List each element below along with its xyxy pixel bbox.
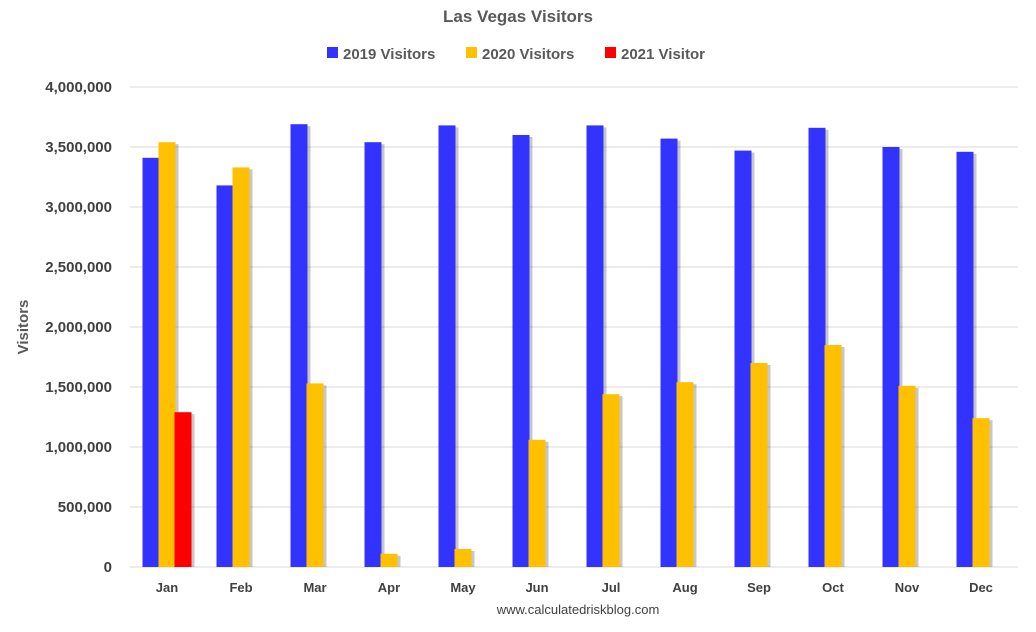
x-tick-label: Jun [525,580,548,595]
y-tick-label: 2,500,000 [45,259,112,276]
source-credit: www.calculatedriskblog.com [496,602,660,617]
bar-2020-visitors-nov [898,385,916,567]
bar-2020-visitors-mar [306,383,324,567]
legend-label: 2019 Visitors [343,46,435,63]
bars [142,124,993,568]
bar-2020-visitors-jun [528,439,546,567]
legend-swatch [605,47,616,58]
y-tick-label: 3,500,000 [45,139,112,156]
x-tick-label: Jan [156,580,178,595]
y-tick-label: 1,500,000 [45,379,112,396]
legend-swatch [466,47,477,58]
x-tick-label: May [450,580,476,595]
chart-title: Las Vegas Visitors [443,7,593,26]
bar-2019-visitors-dec [956,151,974,568]
legend-swatch [327,47,338,58]
y-tick-label: 4,000,000 [45,79,112,96]
y-tick-label: 1,000,000 [45,439,112,456]
legend-label: 2021 Visitor [621,46,705,63]
x-tick-label: Apr [378,580,400,595]
x-tick-label: Feb [229,580,252,595]
legend-label: 2020 Visitors [482,46,574,63]
bar-2020-visitors-oct [824,345,842,567]
x-tick-label: Nov [895,580,920,595]
bar-2019-visitors-apr [364,142,382,567]
bar-2019-visitors-jan [142,157,160,568]
bar-2019-visitors-feb [216,185,234,567]
bar-2019-visitors-jun [512,135,530,567]
bar-2019-visitors-sep [734,150,752,567]
y-axis-title: Visitors [15,300,32,355]
bar-2020-visitors-aug [676,382,694,567]
bar-2019-visitors-nov [882,147,900,567]
bar-2019-visitors-aug [660,138,678,567]
y-tick-label: 500,000 [58,499,112,516]
y-axis-ticks: 0 500,000 1,000,000 1,500,000 2,000,000 2,500… [45,79,112,576]
bar-2020-visitors-jan [158,142,176,567]
bar-2019-visitors-mar [290,124,308,567]
x-axis-ticks: Jan Feb Mar Apr May Jun Jul Aug Sep Oct Nov Dec [156,580,993,595]
bar-2020-visitors-apr [380,553,398,567]
x-tick-label: Sep [747,580,771,595]
bar-2021-visitor-jan [174,412,192,567]
x-tick-label: Dec [969,580,993,595]
bar-2020-visitors-may [454,549,472,567]
bar-2019-visitors-may [438,125,456,568]
x-tick-label: Oct [822,580,844,595]
x-tick-label: Jul [602,580,621,595]
y-tick-label: 2,000,000 [45,319,112,336]
x-tick-label: Aug [672,580,697,595]
y-tick-label: 0 [104,559,112,576]
legend: 2019 Visitors 2020 Visitors 2021 Visitor [327,46,705,63]
bar-2019-visitors-jul [586,125,604,568]
bar-2019-visitors-oct [808,127,826,568]
bar-2020-visitors-sep [750,363,768,567]
gridlines [130,86,1018,568]
x-tick-label: Mar [303,580,326,595]
y-tick-label: 3,000,000 [45,199,112,216]
bar-2020-visitors-jul [602,394,620,567]
bar-2020-visitors-feb [232,167,250,567]
bar-2020-visitors-dec [972,418,990,567]
